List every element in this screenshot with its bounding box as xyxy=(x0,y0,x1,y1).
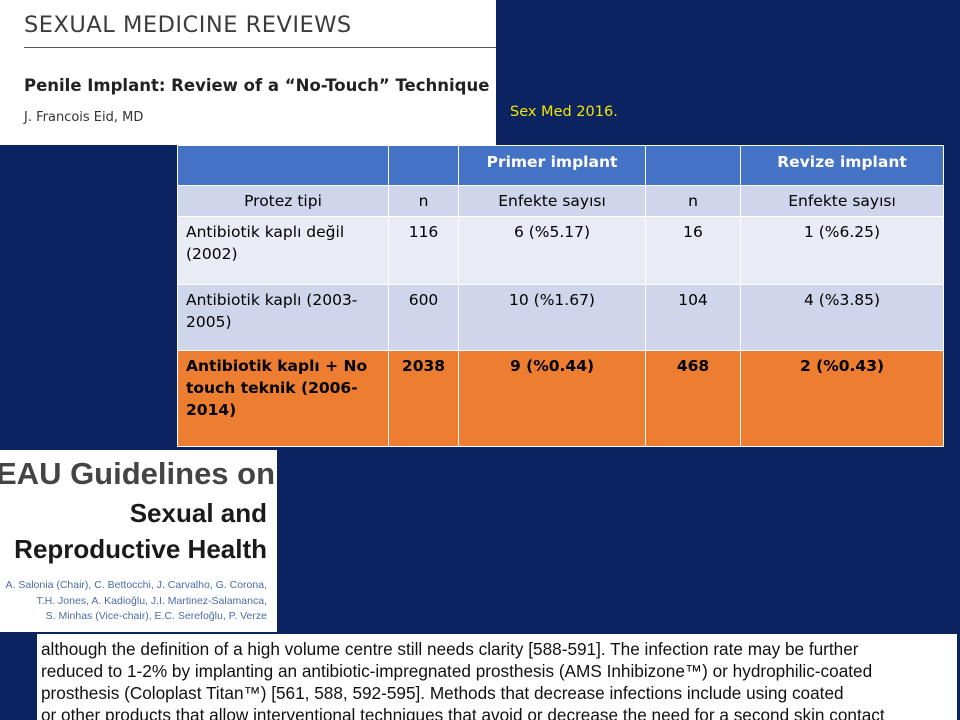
subheader-enfekte: Enfekte sayısı xyxy=(740,185,944,217)
header-cell xyxy=(388,145,459,186)
infected-cell: 10 (%1.67) xyxy=(458,284,646,351)
table-row-highlighted: Antibiotik kaplı + No touch teknik (2006… xyxy=(177,350,944,447)
eau-title: EAU Guidelines on xyxy=(0,456,276,491)
excerpt-line: although the definition of a high volume… xyxy=(41,639,859,659)
table-row: Antibiotik kaplı (2003-2005) 600 10 (%1.… xyxy=(177,284,944,351)
citation: Sex Med 2016. xyxy=(510,104,618,120)
n-cell: 2038 xyxy=(388,350,459,447)
infected-cell: 1 (%6.25) xyxy=(740,216,944,285)
infection-rate-table: Primer implant Revize implant Protez tip… xyxy=(177,145,944,447)
infected-cell: 9 (%0.44) xyxy=(458,350,646,447)
eau-subtitle-line2: Reproductive Health xyxy=(14,534,267,564)
infected-cell: 4 (%3.85) xyxy=(740,284,944,351)
protez-type-cell: Antibiotik kaplı (2003-2005) xyxy=(177,284,389,351)
eau-authors: A. Salonia (Chair), C. Bettocchi, J. Car… xyxy=(0,578,267,625)
eau-author-line: S. Minhas (Vice-chair), E.C. Serefoğlu, … xyxy=(45,610,267,622)
protez-type-cell: Antibiotik kaplı + No touch teknik (2006… xyxy=(177,350,389,447)
eau-author-line: A. Salonia (Chair), C. Bettocchi, J. Car… xyxy=(5,579,267,591)
subheader-protez-tipi: Protez tipi xyxy=(177,185,389,217)
infected-cell: 2 (%0.43) xyxy=(740,350,944,447)
eau-subtitle-line1: Sexual and xyxy=(129,498,267,528)
article-title: Penile Implant: Review of a “No-Touch” T… xyxy=(24,76,490,95)
table-header-row: Primer implant Revize implant xyxy=(177,145,944,186)
excerpt-text: although the definition of a high volume… xyxy=(41,638,946,720)
header-cell xyxy=(645,145,741,186)
table-subheader-row: Protez tipi n Enfekte sayısı n Enfekte s… xyxy=(177,185,944,217)
subheader-enfekte: Enfekte sayısı xyxy=(458,185,646,217)
table-row: Antibiotik kaplı değil (2002) 116 6 (%5.… xyxy=(177,216,944,285)
journal-name: SEXUAL MEDICINE REVIEWS xyxy=(24,12,352,38)
n-cell: 16 xyxy=(645,216,741,285)
protez-type-cell: Antibiotik kaplı değil (2002) xyxy=(177,216,389,285)
n-cell: 116 xyxy=(388,216,459,285)
subheader-n: n xyxy=(645,185,741,217)
header-primer-implant: Primer implant xyxy=(458,145,646,186)
eau-guidelines-clipping: EAU Guidelines on Sexual and Reproductiv… xyxy=(0,450,277,632)
excerpt-line: or other products that allow interventio… xyxy=(41,705,885,720)
excerpt-line: reduced to 1-2% by implanting an antibio… xyxy=(41,661,873,681)
eau-author-line: T.H. Jones, A. Kadioğlu, J.I. Martinez-S… xyxy=(36,594,267,607)
n-cell: 600 xyxy=(388,284,459,351)
n-cell: 468 xyxy=(645,350,741,447)
excerpt-line: prosthesis (Coloplast Titan™) [561, 588,… xyxy=(41,683,844,703)
subheader-n: n xyxy=(388,185,459,217)
header-revize-implant: Revize implant xyxy=(740,145,944,186)
article-author: J. Francois Eid, MD xyxy=(24,110,144,125)
guideline-excerpt-clipping: although the definition of a high volume… xyxy=(37,634,957,720)
header-cell xyxy=(177,145,389,186)
journal-divider xyxy=(24,47,496,48)
n-cell: 104 xyxy=(645,284,741,351)
journal-header-clipping: SEXUAL MEDICINE REVIEWS Penile Implant: … xyxy=(0,0,496,145)
infected-cell: 6 (%5.17) xyxy=(458,216,646,285)
